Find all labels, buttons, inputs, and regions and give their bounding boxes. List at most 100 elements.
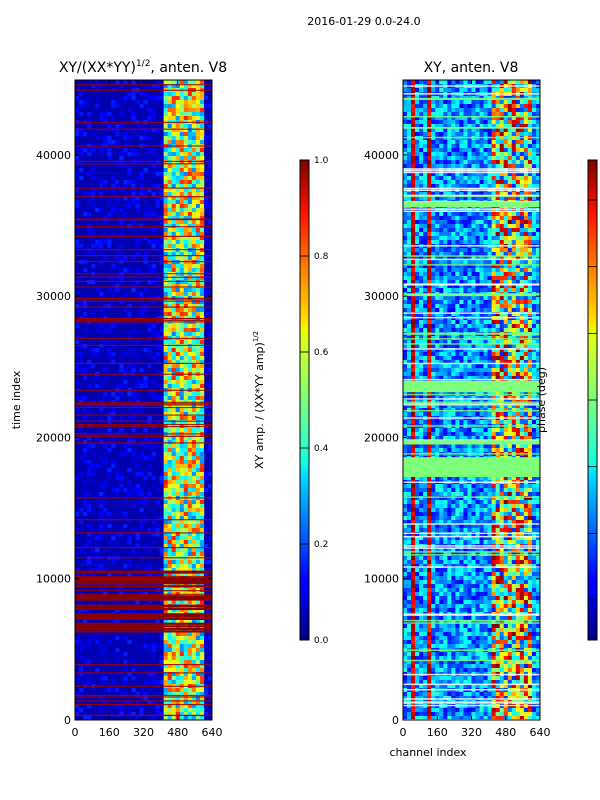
- heatmap-cell: [147, 176, 152, 181]
- heatmap-cell: [171, 532, 177, 537]
- heatmap-cell: [187, 664, 193, 669]
- heatmap-cell: [203, 196, 209, 201]
- heatmap-cell: [535, 272, 541, 277]
- heatmap-cell: [79, 128, 84, 133]
- heatmap-cell: [531, 252, 537, 257]
- heatmap-cell: [415, 224, 420, 229]
- heatmap-cell: [531, 104, 537, 109]
- right-heatmap: [403, 80, 541, 721]
- heatmap-cell: [179, 192, 185, 197]
- heatmap-cell: [167, 404, 173, 409]
- heatmap-cell: [115, 652, 120, 657]
- heatmap-cell: [123, 84, 128, 89]
- heatmap-cell: [419, 140, 424, 145]
- heatmap-cell: [123, 468, 128, 473]
- heatmap-cell: [143, 456, 148, 461]
- heatmap-cell: [135, 532, 140, 537]
- heatmap-cell: [191, 500, 197, 505]
- heatmap-cell: [99, 504, 104, 509]
- heatmap-cell: [163, 136, 168, 141]
- heatmap-cell: [179, 384, 185, 389]
- heatmap-cell: [143, 128, 148, 133]
- heatmap-cell: [167, 676, 173, 681]
- heatmap-cell: [147, 700, 152, 705]
- heatmap-cell: [135, 364, 140, 369]
- heatmap-cell: [147, 128, 152, 133]
- heatmap-cell: [503, 212, 509, 217]
- heatmap-streak: [75, 420, 212, 422]
- heatmap-cell: [475, 232, 480, 237]
- heatmap-cell: [431, 268, 436, 273]
- heatmap-cell: [167, 156, 173, 161]
- heatmap-streak: [75, 160, 212, 162]
- heatmap-cell: [75, 552, 80, 557]
- heatmap-cell: [155, 500, 160, 505]
- heatmap-cell: [451, 272, 456, 277]
- heatmap-cell: [143, 292, 148, 297]
- heatmap-cell: [175, 204, 181, 209]
- heatmap-cell: [187, 164, 193, 169]
- heatmap-cell: [87, 704, 92, 709]
- heatmap-cell: [191, 104, 197, 109]
- heatmap-cell: [147, 268, 152, 273]
- heatmap-cell: [167, 520, 173, 525]
- heatmap-cell: [167, 644, 173, 649]
- heatmap-cell: [523, 172, 529, 177]
- heatmap-cell: [451, 164, 456, 169]
- heatmap-cell: [183, 280, 189, 285]
- heatmap-cell: [127, 348, 132, 353]
- heatmap-cell: [175, 108, 181, 113]
- heatmap-cell: [167, 708, 173, 713]
- heatmap-cell: [191, 568, 197, 573]
- heatmap-cell: [127, 304, 132, 309]
- heatmap-cell: [167, 308, 173, 313]
- heatmap-cell: [195, 156, 201, 161]
- heatmap-cell: [183, 412, 189, 417]
- heatmap-cell: [423, 140, 428, 145]
- heatmap-cell: [131, 488, 136, 493]
- heatmap-cell: [183, 488, 189, 493]
- heatmap-cell: [147, 352, 152, 357]
- heatmap-cell: [115, 476, 120, 481]
- heatmap-cell: [111, 620, 116, 625]
- heatmap-cell: [135, 572, 140, 577]
- heatmap-cell: [155, 240, 160, 245]
- heatmap-cell: [199, 692, 205, 697]
- heatmap-cell: [163, 700, 168, 705]
- heatmap-cell: [171, 524, 177, 529]
- heatmap-cell: [99, 184, 104, 189]
- heatmap-cell: [515, 272, 521, 277]
- heatmap-cell: [199, 460, 205, 465]
- heatmap-cell: [427, 164, 432, 169]
- heatmap-cell: [191, 116, 197, 121]
- heatmap-cell: [107, 416, 112, 421]
- heatmap-cell: [187, 132, 193, 137]
- heatmap-cell: [511, 172, 517, 177]
- heatmap-cell: [79, 112, 84, 117]
- heatmap-cell: [171, 108, 177, 113]
- heatmap-cell: [167, 84, 173, 89]
- heatmap-cell: [191, 688, 197, 693]
- heatmap-cell: [95, 136, 100, 141]
- heatmap-cell: [535, 108, 541, 113]
- heatmap-cell: [83, 716, 88, 721]
- heatmap-cell: [131, 440, 136, 445]
- heatmap-cell: [123, 500, 128, 505]
- heatmap-cell: [167, 152, 173, 157]
- heatmap-cell: [435, 176, 440, 181]
- heatmap-cell: [107, 124, 112, 129]
- heatmap-cell: [79, 300, 84, 305]
- heatmap-cell: [183, 112, 189, 117]
- heatmap-cell: [487, 268, 492, 273]
- heatmap-cell: [459, 164, 464, 169]
- heatmap-cell: [443, 132, 448, 137]
- heatmap-cell: [495, 172, 501, 177]
- heatmap-cell: [503, 128, 509, 133]
- heatmap-cell: [467, 172, 472, 177]
- heatmap-cell: [519, 216, 525, 221]
- heatmap-cell: [183, 444, 189, 449]
- heatmap-cell: [439, 248, 444, 253]
- heatmap-cell: [479, 212, 484, 217]
- heatmap-cell: [163, 444, 168, 449]
- heatmap-cell: [115, 384, 120, 389]
